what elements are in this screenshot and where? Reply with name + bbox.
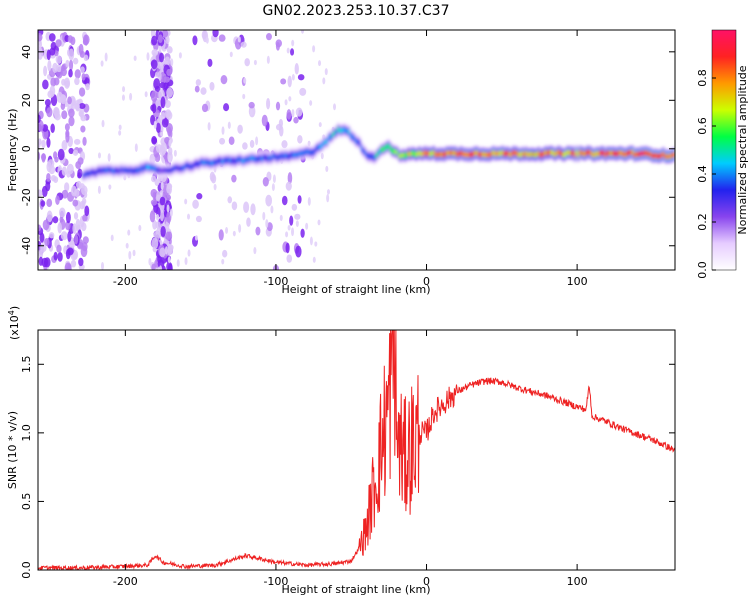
colorbar-tick-label: 0.4 xyxy=(696,165,709,183)
snr-y-tick-label: 0.0 xyxy=(20,561,33,579)
spectrogram-x-axis-label: Height of straight line (km) xyxy=(281,283,430,296)
snr-x-tick-label: -100 xyxy=(263,575,288,588)
snr-x-tick-label: -200 xyxy=(113,575,138,588)
spectrogram-y-tick-label: 40 xyxy=(20,45,33,59)
snr-panel: -200 -100 0 100 0.0 0.5 1.0 1.5 Height of stra… xyxy=(6,306,676,596)
spectrogram-x-tick-label: -200 xyxy=(113,275,138,288)
snr-y-tick-label: 1.5 xyxy=(20,356,33,374)
snr-y-ticks: 0.0 0.5 1.0 1.5 xyxy=(20,356,675,579)
snr-x-ticks: -200 -100 0 100 xyxy=(113,330,588,588)
spectrogram-x-tick-label: 100 xyxy=(567,275,588,288)
snr-x-tick-label: 0 xyxy=(423,575,430,588)
spectrogram-frame xyxy=(37,29,676,271)
snr-y-axis-label: SNR (10 * v/v) xyxy=(6,411,19,489)
colorbar-tick-label: 0.2 xyxy=(696,213,709,231)
spectrogram-x-tick-label: -100 xyxy=(263,275,288,288)
colorbar-tick-label: 0.8 xyxy=(696,69,709,87)
colorbar-ticks: 0.0 0.2 0.4 0.6 0.8 xyxy=(696,69,716,279)
snr-series-line xyxy=(38,330,675,570)
spectrogram-y-tick-label: 0 xyxy=(20,145,33,152)
snr-y-tick-label: 1.0 xyxy=(20,424,33,442)
spectrogram-y-tick-label: -40 xyxy=(20,237,33,255)
spectrogram-y-tick-label: -20 xyxy=(20,188,33,206)
spectrogram-ridge xyxy=(82,122,675,183)
colorbar-label: Normalized spectral amplitude xyxy=(736,65,749,234)
snr-frame xyxy=(37,329,676,571)
snr-plot-area xyxy=(38,330,675,570)
snr-scale-factor: (x104) xyxy=(7,306,21,340)
snr-y-tick-label: 0.5 xyxy=(20,493,33,511)
spectrogram-x-tick-label: 0 xyxy=(423,275,430,288)
spectrogram-x-ticks: -200 -100 0 100 xyxy=(113,30,588,288)
snr-x-axis-label: Height of straight line (km) xyxy=(281,583,430,596)
colorbar-gradient xyxy=(711,29,737,271)
spectrogram-noise xyxy=(38,30,337,270)
colorbar-tick-label: 0.0 xyxy=(696,261,709,279)
spectrogram-y-ticks: -40 -20 0 20 40 xyxy=(20,45,675,255)
colorbar: 0.0 0.2 0.4 0.6 0.8 Normalized spectral ampl… xyxy=(696,29,749,279)
colorbar-tick-label: 0.6 xyxy=(696,117,709,135)
spectrogram-y-axis-label: Frequency (Hz) xyxy=(6,109,19,192)
spectrogram-plot-area xyxy=(38,30,675,270)
chart-title: GN02.2023.253.10.37.C37 xyxy=(263,3,450,19)
spectrogram-y-tick-label: 20 xyxy=(20,93,33,107)
snr-x-tick-label: 100 xyxy=(567,575,588,588)
